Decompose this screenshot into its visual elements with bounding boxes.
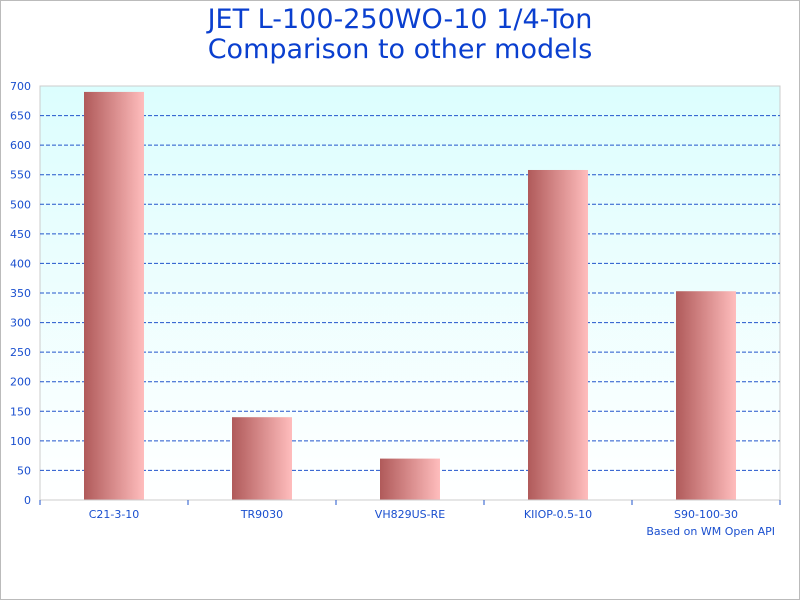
bar-C21-3-10: [84, 91, 144, 501]
y-tick-label: 100: [10, 435, 31, 448]
y-tick-label: 400: [10, 257, 31, 270]
x-tick-label: S90-100-30: [674, 508, 738, 521]
y-tick-label: 650: [10, 110, 31, 123]
bar-TR9030: [232, 417, 292, 500]
y-tick-label: 550: [10, 169, 31, 182]
chart-title-line-1: JET L-100-250WO-10 1/4-Ton: [206, 4, 593, 35]
x-tick-label: VH829US-RE: [375, 508, 445, 521]
x-tick-label: KIIOP-0.5-10: [524, 508, 592, 521]
bar-KIIOP-0.5-10: [528, 169, 588, 501]
y-tick-label: 0: [24, 494, 31, 507]
chart-title-line-2: Comparison to other models: [208, 34, 593, 65]
y-tick-label: 450: [10, 228, 31, 241]
y-tick-label: 350: [10, 287, 31, 300]
x-tick-label: C21-3-10: [89, 508, 140, 521]
y-tick-label: 700: [10, 80, 31, 93]
y-tick-label: 250: [10, 346, 31, 359]
bar-S90-100-30: [676, 291, 736, 500]
y-tick-label: 500: [10, 198, 31, 211]
y-tick-label: 200: [10, 376, 31, 389]
footnote: Based on WM Open API: [646, 525, 775, 538]
y-tick-label: 50: [17, 464, 31, 477]
bar-VH829US-RE: [380, 458, 440, 500]
x-tick-label: TR9030: [240, 508, 283, 521]
y-tick-label: 300: [10, 317, 31, 330]
y-tick-label: 600: [10, 139, 31, 152]
y-tick-label: 150: [10, 405, 31, 418]
